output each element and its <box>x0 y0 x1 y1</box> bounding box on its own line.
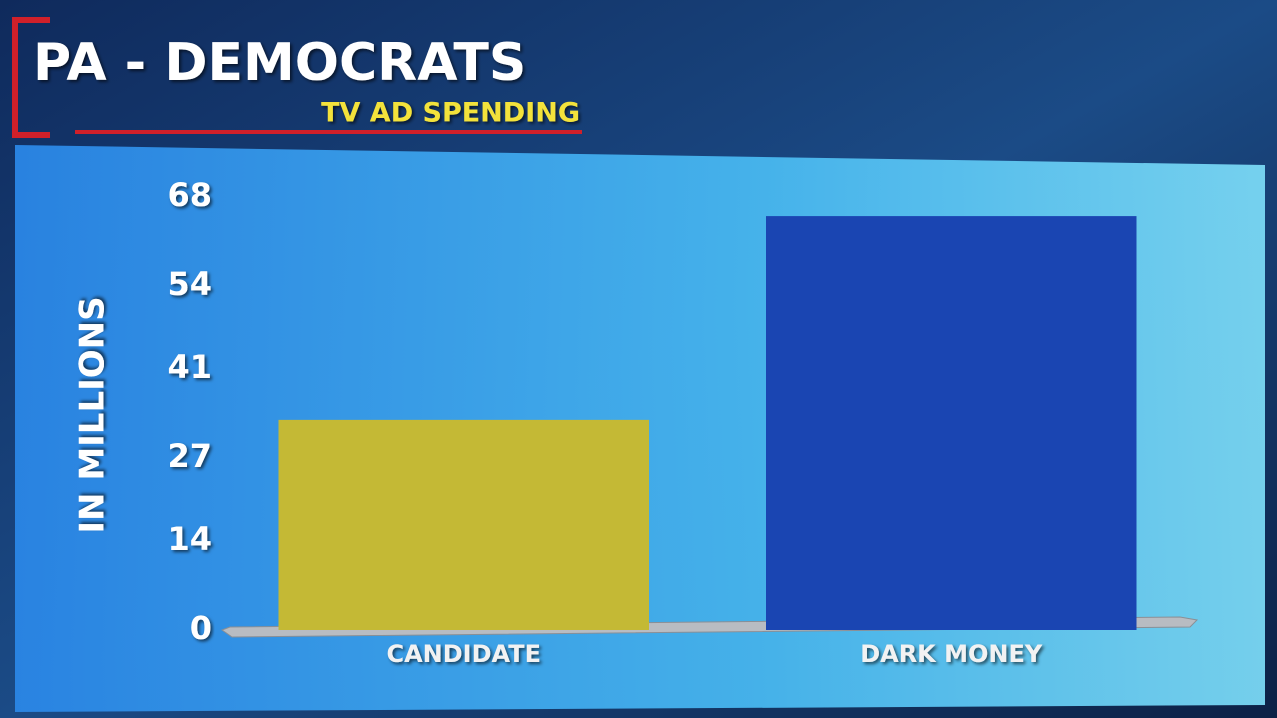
y-tick-label: 0 <box>190 609 212 647</box>
y-tick-label: 54 <box>167 265 212 303</box>
x-tick-label: DARK MONEY <box>860 640 1043 668</box>
y-tick-label: 41 <box>167 348 212 386</box>
bar <box>278 419 649 630</box>
y-tick-label: 27 <box>167 437 212 475</box>
y-axis-label: IN MILLIONS <box>73 296 113 533</box>
bar <box>766 216 1137 630</box>
chart-title: PA - DEMOCRATS <box>33 33 526 93</box>
chart-subtitle: TV AD SPENDING <box>321 98 580 129</box>
y-tick-label: 14 <box>167 520 212 558</box>
x-tick-label: CANDIDATE <box>386 640 541 668</box>
y-tick-label: 68 <box>167 176 212 214</box>
title-bracket <box>12 17 50 138</box>
